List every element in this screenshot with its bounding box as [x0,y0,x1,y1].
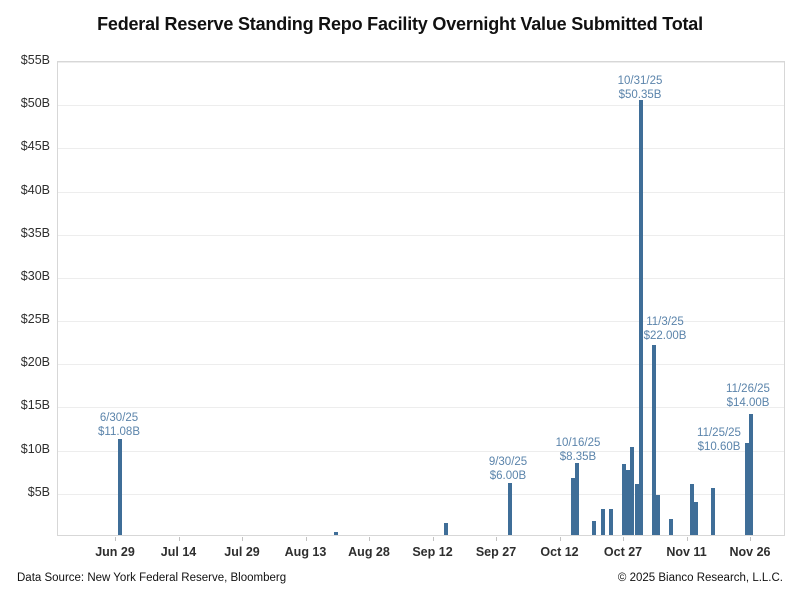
gridline [58,321,784,323]
x-tick-label: Jul 14 [160,545,197,559]
annotation-date: 11/26/25 [726,383,770,395]
bar-annotation: 11/26/25 $14.00B [726,382,770,410]
bar-annotation: 10/31/25 $50.35B [618,74,663,102]
x-tick-mark [242,537,243,541]
gridline [58,191,784,193]
x-tick-label: Sep 12 [412,545,453,559]
chart-title: Federal Reserve Standing Repo Facility O… [97,14,703,34]
bar [622,464,626,535]
bar-annotation: 9/30/25 $6.00B [489,455,527,483]
gridline [58,407,784,409]
annotation-value: $10.60B [697,441,741,453]
y-tick-label: $10B [20,441,50,456]
annotation-date: 10/16/25 [555,437,601,449]
y-tick-label: $5B [27,484,50,499]
annotation-date: 6/30/25 [99,412,139,424]
y-tick-label: $30B [20,268,50,283]
x-tick-mark [623,537,624,541]
annotation-date: 9/30/25 [488,456,528,468]
bar [507,483,512,535]
bar [651,345,656,535]
gridline [58,493,784,495]
gridline [58,277,784,279]
bar-annotation: 6/30/25 $11.08B [98,411,140,439]
bar [693,502,698,535]
x-tick-label: Jul 29 [224,545,260,559]
bar [710,487,715,535]
gridline [58,62,784,63]
x-tick-mark [369,537,370,541]
annotation-value: $22.00B [643,330,687,342]
gridline [58,450,784,452]
annotation-value: $14.00B [726,397,770,409]
bar [744,443,749,535]
annotation-value: $6.00B [489,470,527,482]
annotation-date: 11/3/25 [646,316,684,328]
y-tick-label: $15B [20,398,50,413]
bar-annotation: 11/25/25 $10.60B [697,426,741,454]
annotation-value: $50.35B [618,89,662,101]
gridline [58,105,784,107]
y-tick-label: $25B [20,312,50,327]
x-tick-mark [559,537,561,541]
y-tick-label: $40B [20,182,50,197]
y-tick-label: $20B [20,355,50,370]
x-tick-mark [432,537,434,541]
x-tick-mark [496,537,497,541]
bar [609,509,614,535]
x-tick-mark [178,537,180,541]
gridline [58,234,784,236]
bar [571,478,576,535]
y-tick-label: $45B [20,139,50,154]
x-tick-label: Sep 27 [475,545,517,559]
bar [668,518,673,535]
x-tick-label: Nov 26 [729,545,771,559]
x-tick-mark [686,537,688,541]
x-tick-label: Nov 11 [666,545,707,559]
data-source-text: Data Source: New York Federal Reserve, B… [17,572,287,584]
x-tick-label: Oct 27 [603,545,643,559]
gridline [58,364,784,366]
bar-annotation: 11/3/25 $22.00B [644,315,687,343]
gridline [58,148,784,150]
y-tick-label: $55B [20,53,50,67]
bar [689,484,694,535]
bar [626,470,631,535]
x-tick-mark [305,537,307,541]
bar [634,484,639,535]
bar [630,446,635,535]
bar-annotation: 10/16/25 $8.35B [556,436,601,464]
bar [655,495,660,535]
annotation-date: 10/31/25 [617,75,663,87]
y-tick-label: $35B [20,225,50,240]
x-tick-mark [750,537,751,541]
bar [638,100,643,535]
chart-footer: Data Source: New York Federal Reserve, B… [0,572,800,584]
bar [334,532,339,535]
y-tick-label: $50B [20,96,50,111]
x-tick-mark [115,537,116,541]
annotation-value: $8.35B [559,451,597,463]
copyright-text: © 2025 Bianco Research, L.L.C. [617,572,783,584]
x-tick-label: Aug 13 [284,545,327,559]
bar [592,520,597,535]
bar [749,414,753,535]
bar [575,462,580,535]
x-tick-label: Oct 12 [540,545,579,559]
x-tick-label: Jun 29 [95,545,135,559]
bar [600,509,605,535]
bar [118,439,123,535]
bar [444,522,449,535]
annotation-date: 11/25/25 [697,427,741,439]
plot-area [57,61,785,536]
x-tick-label: Aug 28 [348,545,390,559]
annotation-value: $11.08B [98,426,140,438]
